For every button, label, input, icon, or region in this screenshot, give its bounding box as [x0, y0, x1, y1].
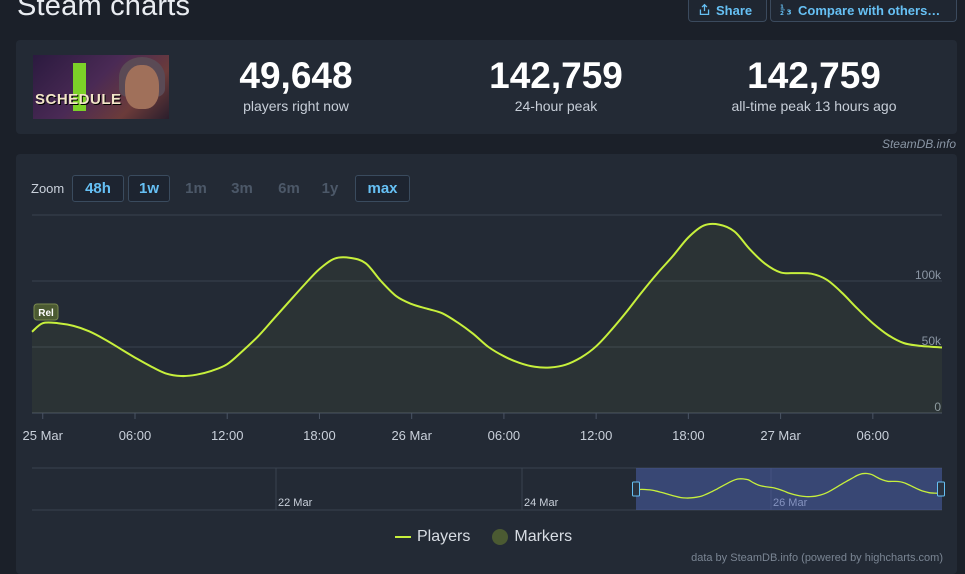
zoom-max-button[interactable]: max — [355, 175, 410, 202]
svg-text:3: 3 — [787, 7, 792, 16]
zoom-6m-button[interactable]: 6m — [278, 180, 300, 197]
navigator-date-label: 22 Mar — [278, 497, 313, 509]
zoom-48h-button[interactable]: 48h — [72, 175, 124, 202]
y-tick-label: 100k — [915, 268, 942, 282]
zoom-label: Zoom — [31, 181, 65, 196]
steamdb-credit[interactable]: SteamDB.info — [881, 137, 956, 151]
x-tick-label: 18:00 — [672, 428, 705, 443]
x-tick-label: 12:00 — [211, 428, 244, 443]
stats-panel: SCHEDULE 49,648 players right now 142,75… — [16, 40, 957, 134]
chart-legend: Players Markers — [395, 528, 584, 546]
x-tick-label: 27 Mar — [760, 428, 801, 443]
release-marker-label: Rel — [38, 308, 54, 319]
player-count-chart[interactable]: 0 50k 100k 25 Mar 06:00 12:00 18:00 26 Mar 06:00… — [0, 0, 965, 561]
series-area-players — [32, 223, 942, 413]
stat-all-time-peak: 142,759 all-time peak 13 hours ago — [699, 55, 929, 115]
legend-item-players[interactable]: Players — [395, 528, 470, 546]
share-button[interactable]: Share — [688, 0, 767, 22]
navigator-selection[interactable] — [636, 468, 942, 510]
x-tick-label: 06:00 — [488, 428, 521, 443]
x-tick-label: 26 Mar — [391, 428, 432, 443]
stat-label: players right now — [243, 98, 349, 114]
y-tick-label: 50k — [922, 334, 942, 348]
legend-dot-swatch — [492, 529, 509, 545]
compare-label: Compare with others… — [798, 3, 941, 18]
game-capsule-image[interactable]: SCHEDULE — [33, 55, 169, 119]
svg-text:2: 2 — [780, 11, 784, 16]
zoom-3m-button[interactable]: 3m — [231, 180, 253, 197]
series-line-players[interactable] — [31, 222, 943, 378]
zoom-1w-button[interactable]: 1w — [128, 175, 170, 202]
x-tick-label: 18:00 — [303, 428, 336, 443]
zoom-1y-button[interactable]: 1y — [321, 180, 339, 197]
navigator-date-label: 24 Mar — [524, 497, 559, 509]
stat-current-players: 49,648 players right now — [181, 55, 411, 115]
release-marker[interactable] — [33, 303, 59, 321]
x-tick-label: 06:00 — [119, 428, 152, 443]
share-icon — [698, 3, 711, 19]
navigator-series-line — [635, 472, 943, 499]
x-tick-label: 06:00 — [857, 428, 890, 443]
stat-value: 142,759 — [747, 55, 881, 96]
legend-label: Players — [417, 528, 471, 545]
zoom-1m-button[interactable]: 1m — [185, 180, 207, 197]
chart-footer-credit: data by SteamDB.info (powered by highcha… — [691, 552, 943, 564]
navigator-right-handle[interactable] — [937, 481, 945, 497]
stat-label: all-time peak 13 hours ago — [731, 98, 897, 114]
stat-label: 24-hour peak — [514, 98, 598, 114]
svg-text:1: 1 — [780, 4, 784, 10]
navigator-left-handle[interactable] — [632, 481, 640, 497]
y-tick-label: 0 — [934, 400, 941, 414]
stat-value: 142,759 — [489, 55, 623, 96]
page-title: Steam charts — [17, 0, 191, 22]
legend-label: Markers — [514, 528, 573, 545]
legend-line-swatch — [395, 536, 411, 538]
share-label: Share — [716, 3, 753, 18]
stat-24h-peak: 142,759 24-hour peak — [441, 55, 671, 115]
legend-item-markers[interactable]: Markers — [492, 528, 572, 546]
game-logo: SCHEDULE — [35, 91, 122, 108]
x-tick-label: 12:00 — [580, 428, 613, 443]
x-tick-label: 25 Mar — [23, 428, 64, 443]
stat-value: 49,648 — [239, 55, 353, 96]
